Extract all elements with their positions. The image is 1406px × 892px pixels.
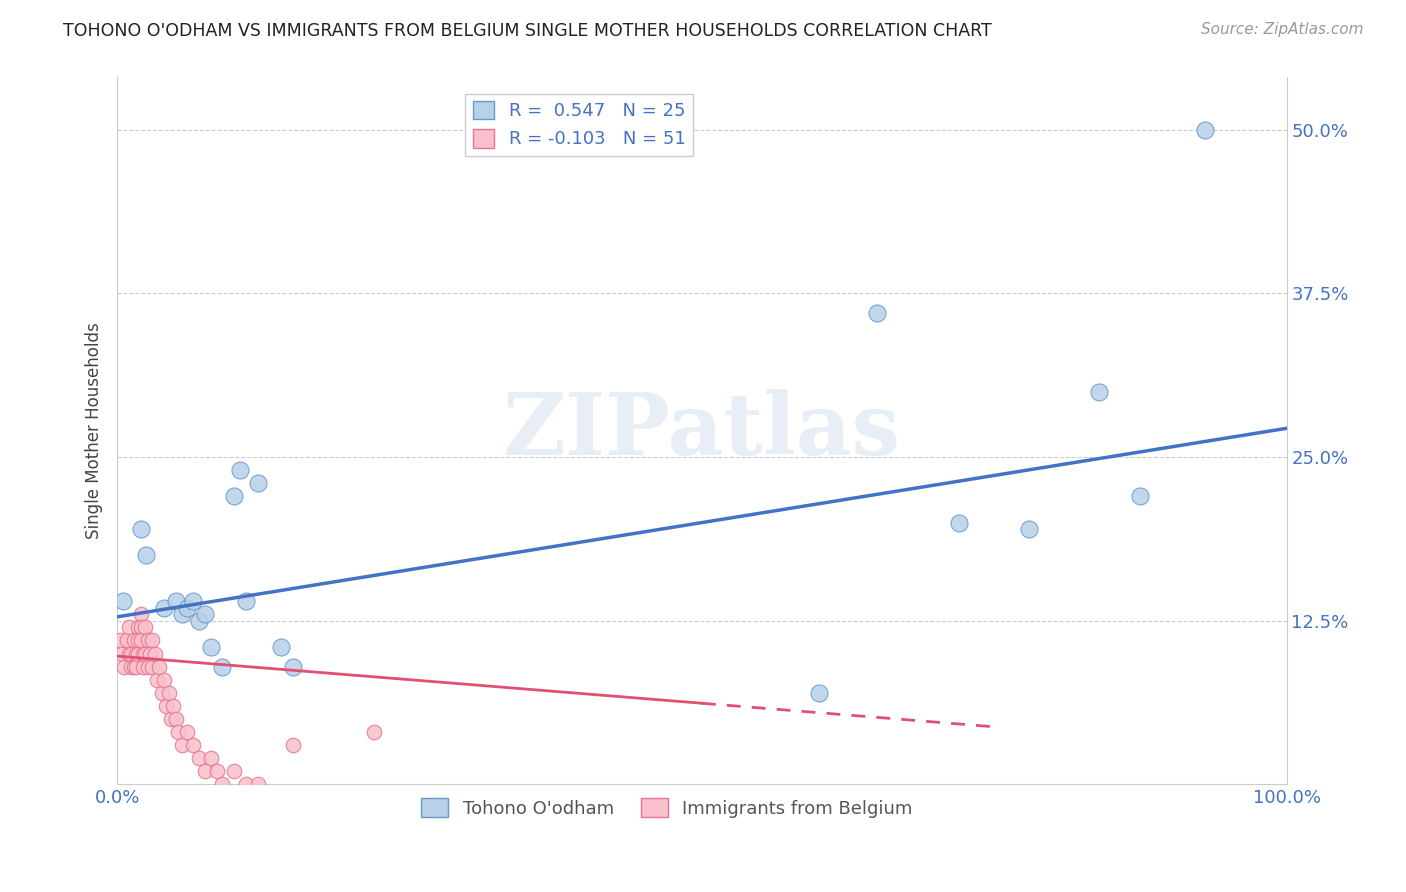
Point <box>165 712 187 726</box>
Point <box>211 777 233 791</box>
Point <box>205 764 228 779</box>
Point <box>807 686 830 700</box>
Point <box>176 725 198 739</box>
Point <box>235 594 257 608</box>
Point <box>143 647 166 661</box>
Point <box>115 633 138 648</box>
Point <box>181 738 204 752</box>
Point <box>148 659 170 673</box>
Point <box>194 607 217 622</box>
Point <box>224 764 246 779</box>
Point <box>112 594 135 608</box>
Point <box>132 647 155 661</box>
Point <box>246 476 269 491</box>
Point <box>135 549 157 563</box>
Point <box>153 600 176 615</box>
Point <box>134 620 156 634</box>
Point <box>118 620 141 634</box>
Legend: Tohono O'odham, Immigrants from Belgium: Tohono O'odham, Immigrants from Belgium <box>413 791 920 825</box>
Point <box>1018 522 1040 536</box>
Text: Source: ZipAtlas.com: Source: ZipAtlas.com <box>1201 22 1364 37</box>
Point <box>235 777 257 791</box>
Y-axis label: Single Mother Households: Single Mother Households <box>86 323 103 540</box>
Point <box>141 633 163 648</box>
Point <box>136 659 159 673</box>
Point <box>150 686 173 700</box>
Point <box>188 614 211 628</box>
Point <box>129 633 152 648</box>
Point <box>141 659 163 673</box>
Point <box>127 647 149 661</box>
Point <box>118 647 141 661</box>
Text: ZIPatlas: ZIPatlas <box>503 389 901 473</box>
Point <box>211 659 233 673</box>
Point <box>122 659 145 673</box>
Point <box>160 712 183 726</box>
Point <box>157 686 180 700</box>
Point <box>127 633 149 648</box>
Point <box>129 522 152 536</box>
Point <box>170 738 193 752</box>
Point <box>188 751 211 765</box>
Point <box>132 659 155 673</box>
Point <box>129 620 152 634</box>
Point <box>194 764 217 779</box>
Point <box>127 620 149 634</box>
Point <box>153 673 176 687</box>
Point <box>162 698 184 713</box>
Point <box>270 640 292 654</box>
Text: TOHONO O'ODHAM VS IMMIGRANTS FROM BELGIUM SINGLE MOTHER HOUSEHOLDS CORRELATION C: TOHONO O'ODHAM VS IMMIGRANTS FROM BELGIU… <box>63 22 993 40</box>
Point <box>200 751 222 765</box>
Point <box>176 600 198 615</box>
Point <box>134 647 156 661</box>
Point <box>1088 384 1111 399</box>
Point <box>170 607 193 622</box>
Point <box>281 738 304 752</box>
Point <box>281 659 304 673</box>
Point <box>181 594 204 608</box>
Point <box>363 725 385 739</box>
Point <box>120 659 142 673</box>
Point <box>866 306 889 320</box>
Point <box>111 647 134 661</box>
Point <box>122 633 145 648</box>
Point <box>948 516 970 530</box>
Point <box>129 607 152 622</box>
Point <box>224 489 246 503</box>
Point <box>136 633 159 648</box>
Point <box>1194 123 1216 137</box>
Point <box>200 640 222 654</box>
Point <box>165 594 187 608</box>
Point <box>139 647 162 661</box>
Point <box>125 659 148 673</box>
Point <box>1129 489 1152 503</box>
Point <box>112 659 135 673</box>
Point <box>146 673 169 687</box>
Point <box>108 633 131 648</box>
Point <box>167 725 190 739</box>
Point <box>155 698 177 713</box>
Point <box>246 777 269 791</box>
Point <box>120 647 142 661</box>
Point <box>229 463 252 477</box>
Point <box>125 647 148 661</box>
